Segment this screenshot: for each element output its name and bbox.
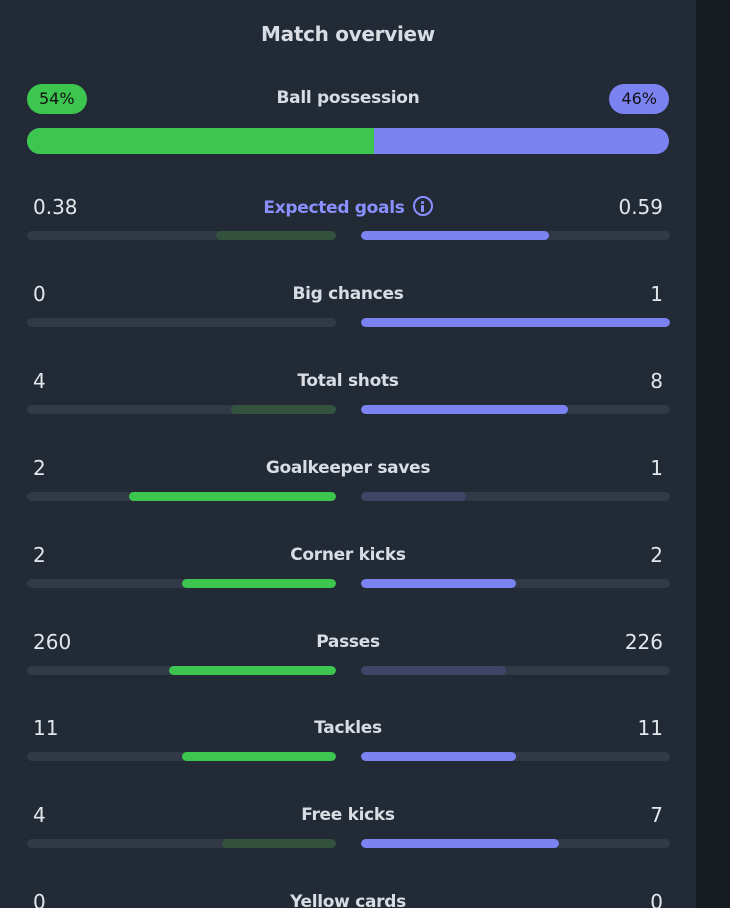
stat-label-text: Free kicks [301, 805, 395, 825]
stat-row-big-chances: 0 Big chances 1 [27, 282, 670, 342]
home-value: 0 [33, 890, 46, 908]
home-stat-bar-fill [181, 579, 336, 588]
away-stat-bar [361, 405, 670, 414]
away-stat-bar-fill [361, 752, 516, 761]
home-value: 4 [33, 369, 46, 393]
away-stat-bar [361, 492, 670, 501]
stat-label-text: Corner kicks [290, 545, 406, 565]
away-stat-bar [361, 839, 670, 848]
home-stat-bar-fill [221, 839, 336, 848]
home-value: 4 [33, 803, 46, 827]
stat-label: Corner kicks [27, 544, 669, 566]
stat-row-expected-goals[interactable]: 0.38 Expected goals 0.59 [27, 195, 670, 255]
home-stat-bar [27, 579, 336, 588]
away-value: 1 [650, 282, 663, 306]
away-stat-bar [361, 666, 670, 675]
away-stat-bar [361, 579, 670, 588]
stat-label: Tackles [27, 717, 669, 739]
away-value: 11 [637, 716, 663, 740]
ball-possession-row: 54% Ball possession 46% [27, 84, 669, 116]
side-panel-edge [696, 0, 730, 908]
home-possession-badge: 54% [27, 84, 87, 114]
away-value: 0 [650, 890, 663, 908]
stat-label: Free kicks [27, 804, 669, 826]
away-value: 226 [624, 630, 663, 654]
home-stat-bar [27, 318, 336, 327]
home-stat-bar [27, 405, 336, 414]
stat-label-text: Tackles [314, 718, 382, 738]
home-value: 11 [33, 716, 59, 740]
away-stat-bar-fill [361, 666, 507, 675]
home-stat-bar-fill [215, 231, 336, 240]
stat-row-goalkeeper-saves: 2 Goalkeeper saves 1 [27, 456, 670, 516]
match-overview-panel: Match overview 54% Ball possession 46% 0… [0, 0, 696, 908]
home-stat-bar-fill [181, 752, 336, 761]
home-value: 0.38 [33, 195, 78, 219]
stat-label: Big chances [27, 283, 669, 305]
possession-bar [27, 128, 669, 154]
away-value: 2 [650, 543, 663, 567]
away-stat-bar [361, 231, 670, 240]
possession-bar-home-fill [27, 128, 374, 154]
stat-label-text: Big chances [292, 284, 404, 304]
away-stat-bar-fill [361, 492, 467, 501]
home-stat-bar [27, 839, 336, 848]
stat-row-yellow-cards: 0 Yellow cards 0 [27, 890, 669, 908]
home-stat-bar-fill [128, 492, 336, 501]
ball-possession-label: Ball possession [276, 88, 420, 108]
away-stat-bar-fill [361, 839, 559, 848]
home-stat-bar-fill [230, 405, 336, 414]
stat-row-passes: 260 Passes 226 [27, 630, 670, 690]
away-stat-bar-fill [361, 318, 670, 327]
stat-row-tackles: 11 Tackles 11 [27, 716, 670, 776]
stat-label-text: Yellow cards [290, 892, 406, 908]
home-value: 2 [33, 456, 46, 480]
away-value: 7 [650, 803, 663, 827]
stat-label-text: Total shots [297, 371, 399, 391]
home-value: 2 [33, 543, 46, 567]
stat-label: Yellow cards [27, 891, 669, 908]
away-value: 1 [650, 456, 663, 480]
stat-label-text: Expected goals [263, 198, 405, 218]
away-value: 0.59 [618, 195, 663, 219]
away-value: 8 [650, 369, 663, 393]
info-icon[interactable] [412, 196, 433, 216]
away-possession-badge: 46% [609, 84, 669, 114]
stat-label[interactable]: Expected goals [27, 196, 669, 219]
home-stat-bar [27, 492, 336, 501]
stat-row-free-kicks: 4 Free kicks 7 [27, 803, 670, 863]
home-stat-bar-fill [169, 666, 336, 675]
away-stat-bar [361, 752, 670, 761]
panel-title: Match overview [261, 22, 435, 46]
stat-row-corner-kicks: 2 Corner kicks 2 [27, 543, 670, 603]
home-stat-bar [27, 666, 336, 675]
away-stat-bar-fill [361, 405, 569, 414]
stat-label-text: Goalkeeper saves [265, 458, 431, 478]
stat-row-total-shots: 4 Total shots 8 [27, 369, 670, 429]
stat-label: Total shots [27, 370, 669, 392]
stat-label: Goalkeeper saves [27, 457, 669, 479]
away-stat-bar [361, 318, 670, 327]
home-value: 0 [33, 282, 46, 306]
home-stat-bar [27, 752, 336, 761]
home-stat-bar [27, 231, 336, 240]
stat-label-text: Passes [316, 632, 380, 652]
stat-label: Passes [27, 631, 669, 653]
away-stat-bar-fill [361, 231, 550, 240]
away-stat-bar-fill [361, 579, 516, 588]
home-value: 260 [33, 630, 72, 654]
